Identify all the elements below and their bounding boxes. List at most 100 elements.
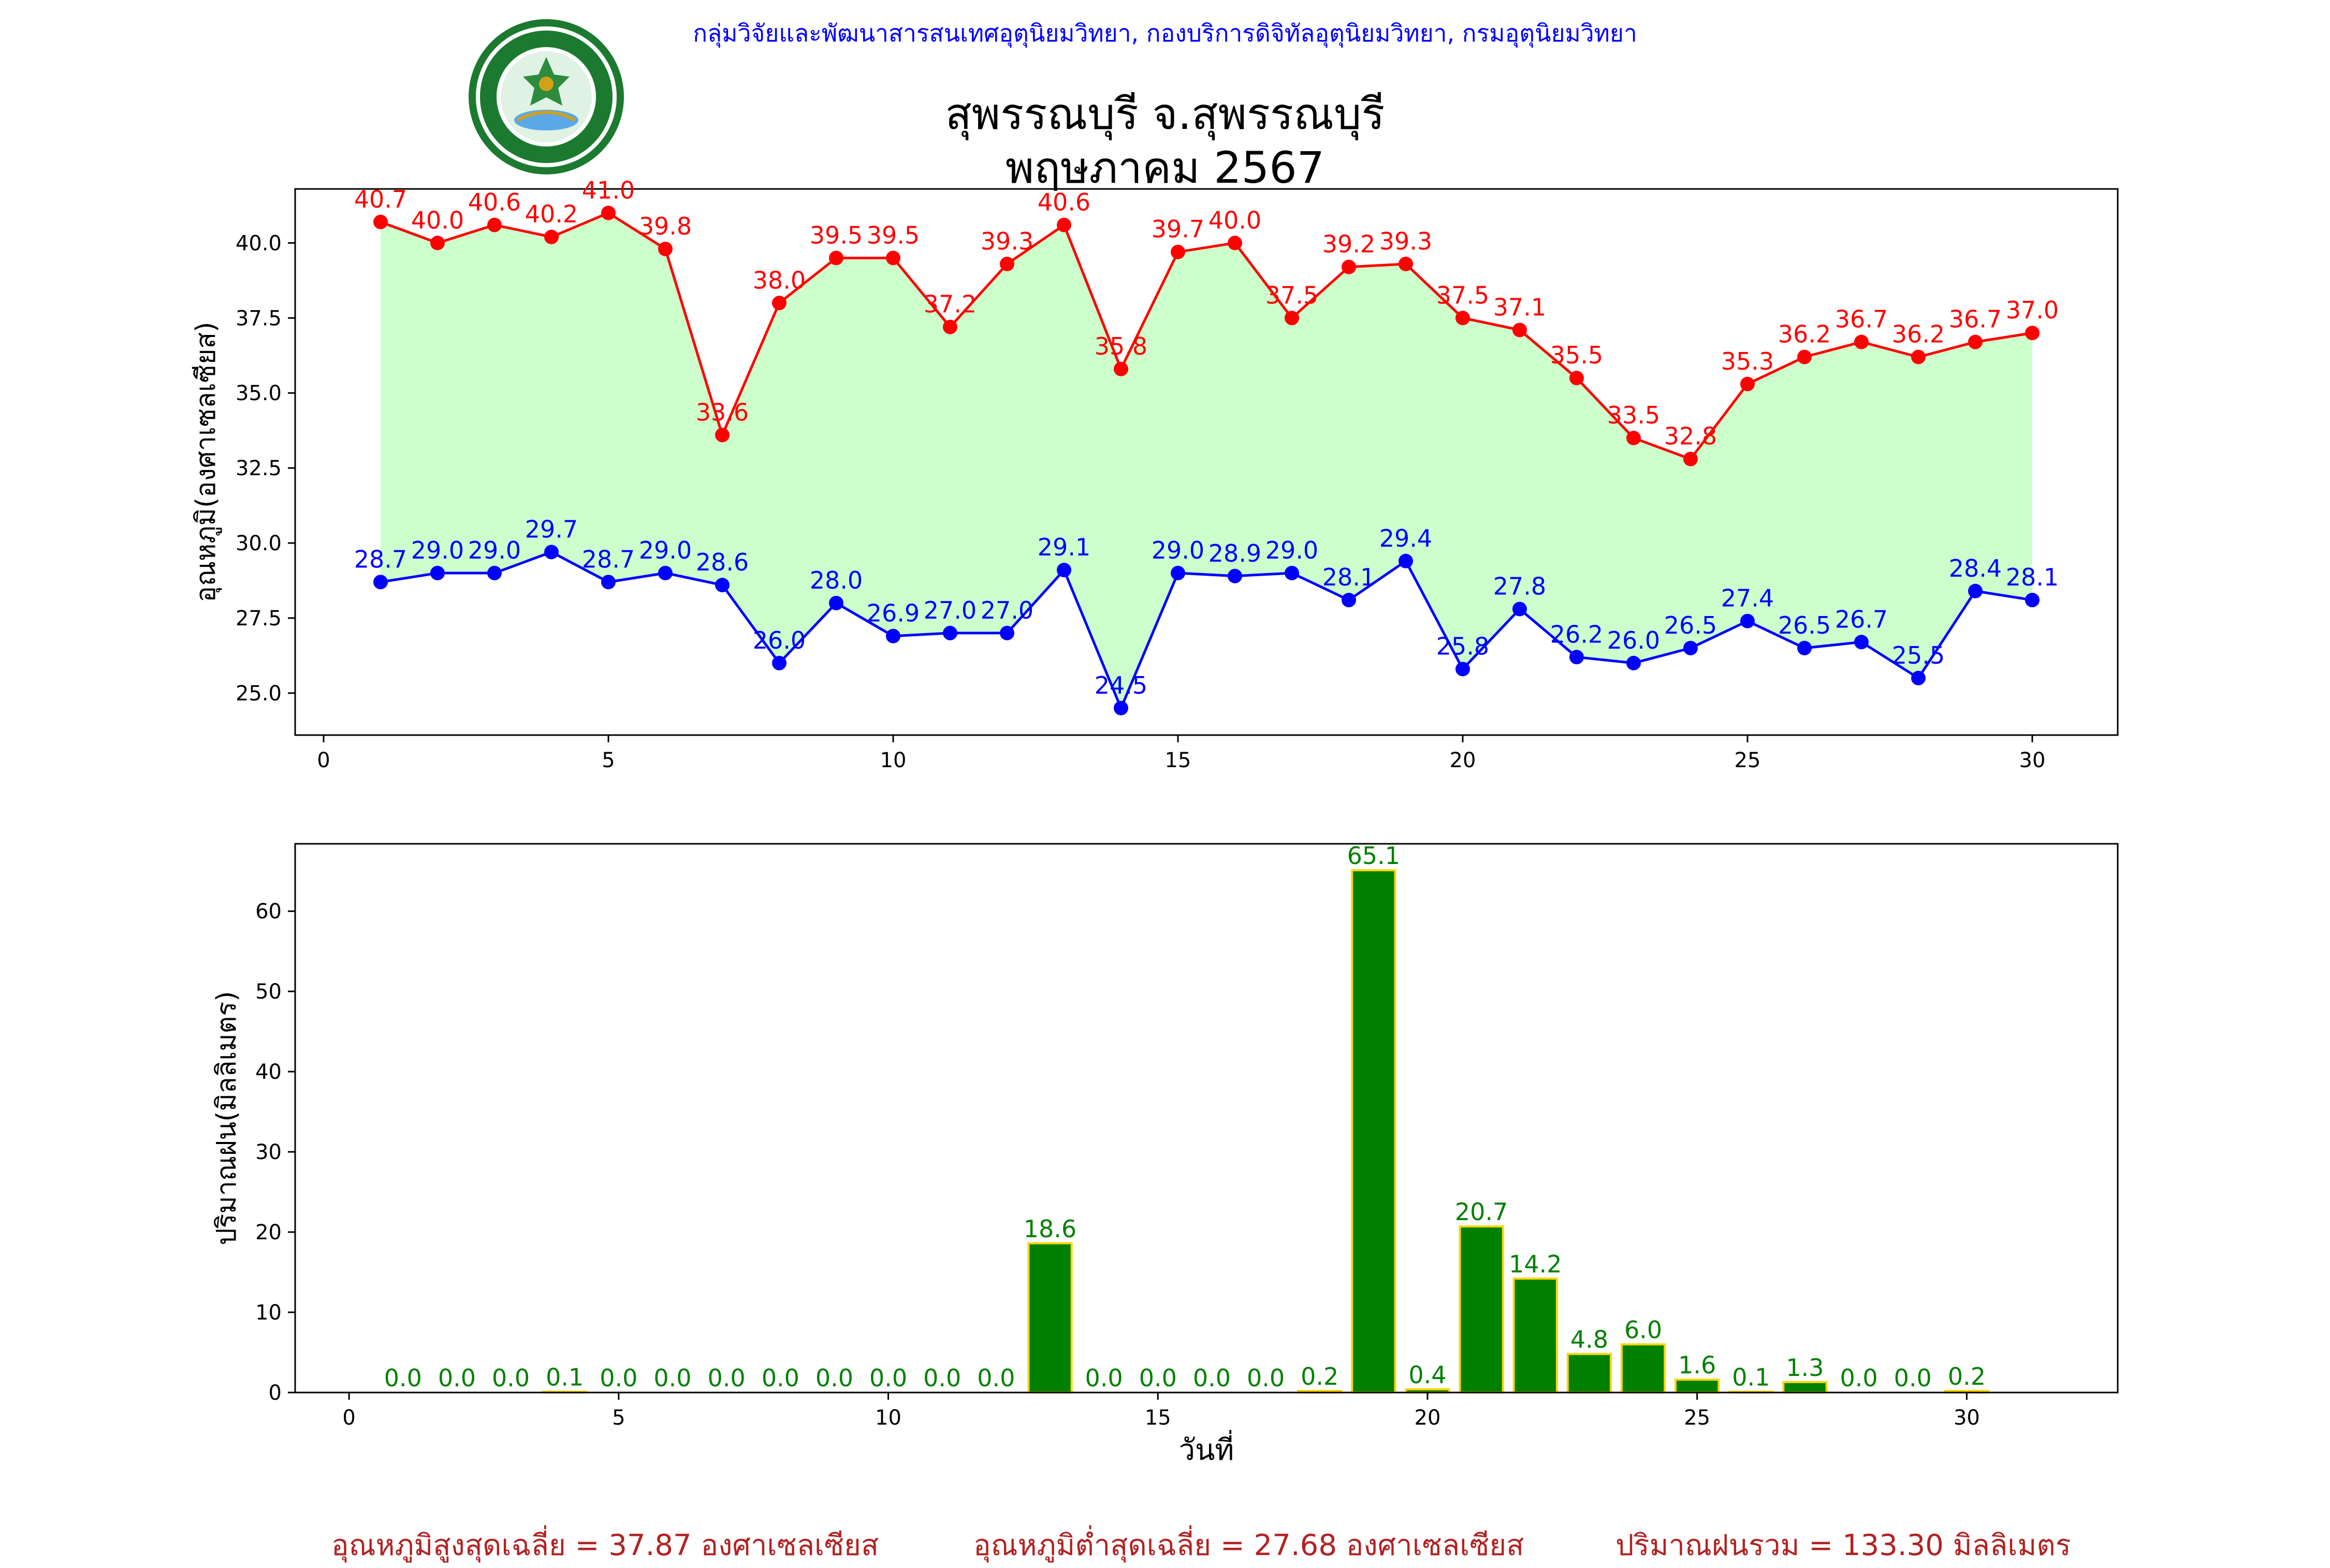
max-temperature-label: 35.3: [1721, 347, 1774, 375]
max-temperature-point: [1285, 311, 1299, 326]
min-temperature-label: 28.7: [582, 545, 635, 573]
max-temperature-point: [1626, 431, 1641, 446]
credit-line: กลุ่มวิจัยและพัฒนาสารสนเทศอุตุนิยมวิทยา,…: [693, 19, 1637, 47]
rainfall-bar: [1566, 1353, 1612, 1394]
min-temperature-point: [601, 575, 616, 590]
rainfall-label: 0.0: [438, 1364, 476, 1392]
max-temperature-label: 40.0: [411, 206, 464, 234]
rainfall-label: 65.1: [1347, 842, 1400, 870]
x-tick-label: 5: [612, 1406, 625, 1430]
rainfall-label: 0.0: [1193, 1364, 1231, 1392]
min-temperature-label: 29.4: [1379, 524, 1432, 552]
min-temperature-point: [1854, 635, 1869, 650]
min-temperature-point: [1342, 593, 1356, 608]
temperature-range-fill: [381, 213, 2032, 708]
max-temperature-point: [715, 428, 730, 443]
min-temperature-label: 24.5: [1095, 671, 1147, 699]
max-temperature-point: [886, 251, 900, 266]
min-temperature-label: 27.0: [924, 596, 977, 624]
max-temperature-label: 39.5: [867, 221, 920, 249]
y-tick-label: 30: [255, 1140, 282, 1164]
rainfall-label: 0.4: [1408, 1361, 1446, 1389]
rainfall-label: 6.0: [1624, 1316, 1662, 1344]
min-temperature-label: 29.0: [1265, 536, 1318, 564]
avg-max-temperature: อุณหภูมิสูงสุดเฉลี่ย = 37.87 องศาเซลเซีย…: [331, 1529, 879, 1562]
min-temperature-point: [715, 578, 730, 593]
x-tick-label: 0: [342, 1406, 355, 1430]
x-tick-label: 25: [1684, 1406, 1710, 1430]
min-temperature-point: [1114, 700, 1128, 715]
max-temperature-point: [1968, 334, 1983, 349]
temperature-chart: 0 5 10 15 20 25 30 25.0 27.5 30.0 32.5 35.0 37.5 40.0…: [191, 176, 2119, 772]
max-temperature-point: [1000, 256, 1014, 271]
max-temperature-label: 39.5: [810, 221, 863, 249]
min-temperature-label: 29.0: [411, 536, 464, 564]
min-temperature-point: [1399, 553, 1413, 568]
rainfall-label: 0.1: [1732, 1363, 1770, 1391]
max-temperature-point: [1740, 376, 1755, 391]
max-temperature-point: [1797, 349, 1812, 364]
rainfall-label: 0.0: [1085, 1364, 1123, 1392]
max-temperature-point: [1854, 334, 1869, 349]
min-temperature-label: 29.0: [468, 536, 521, 564]
y-tick-label: 30.0: [236, 532, 282, 555]
rainfall-bar: [1351, 869, 1396, 1394]
max-temperature-point: [1683, 451, 1698, 466]
max-temperature-point: [1114, 361, 1128, 376]
min-temperature-point: [544, 545, 559, 560]
rainfall-label: 0.0: [869, 1364, 907, 1392]
y-tick-label: 20: [255, 1221, 282, 1244]
max-temperature-label: 41.0: [582, 176, 635, 204]
min-temperature-label: 29.0: [1152, 536, 1204, 564]
max-temperature-point: [487, 217, 502, 232]
rainfall-label: 0.0: [492, 1364, 530, 1392]
max-temperature-label: 40.0: [1208, 206, 1261, 234]
max-temperature-label: 40.2: [525, 200, 578, 228]
x-tick-label: 25: [1735, 749, 1761, 772]
rainfall-label: 0.2: [1301, 1362, 1338, 1390]
min-temperature-point: [1512, 602, 1527, 617]
month-year: พฤษภาคม 2567: [1005, 142, 1325, 193]
min-temperature-label: 26.5: [1778, 611, 1831, 639]
min-temperature-point: [943, 625, 957, 640]
rainfall-plot-frame: [294, 843, 2119, 1394]
min-temperature-point: [829, 595, 843, 610]
y-tick-label: 40: [255, 1060, 282, 1084]
min-temperature-point: [1455, 662, 1470, 677]
min-temperature-point: [373, 575, 388, 590]
temperature-axis-label: อุณหภูมิ(องศาเซลเซียส): [191, 322, 222, 603]
max-temperature-label: 37.1: [1493, 293, 1546, 321]
max-temperature-point: [1455, 311, 1470, 326]
max-temperature-label: 39.3: [981, 227, 1033, 255]
min-temperature-point: [487, 565, 502, 580]
rainfall-label: 0.2: [1948, 1362, 1986, 1390]
max-temperature-label: 40.7: [354, 185, 407, 213]
min-temperature-point: [1057, 563, 1071, 578]
min-temperature-label: 25.5: [1892, 641, 1945, 669]
max-temperature-point: [1399, 256, 1413, 271]
rainfall-label: 0.0: [600, 1364, 637, 1392]
rainfall-label: 0.0: [977, 1364, 1015, 1392]
min-temperature-point: [2025, 593, 2040, 608]
rainfall-bar: [1674, 1379, 1720, 1394]
min-temperature-label: 27.8: [1493, 573, 1546, 600]
y-tick-label: 35.0: [236, 382, 282, 405]
min-temperature-point: [1911, 670, 1926, 685]
min-temperature-point: [1968, 583, 1983, 598]
max-temperature-label: 36.7: [1949, 305, 2002, 333]
max-temperature-label: 39.8: [639, 212, 692, 240]
min-temperature-label: 26.0: [753, 626, 806, 654]
min-temperature-label: 28.1: [2006, 563, 2059, 591]
rainfall-label: 0.0: [653, 1364, 691, 1392]
min-temperature-label: 29.1: [1038, 533, 1090, 561]
rainfall-label: 0.0: [816, 1364, 853, 1392]
max-temperature-point: [373, 214, 388, 229]
x-tick-label: 20: [1450, 749, 1476, 772]
x-tick-label: 20: [1415, 1406, 1441, 1430]
max-temperature-line: [380, 211, 2033, 461]
rainfall-bar: [1782, 1381, 1828, 1394]
max-temperature-label: 36.7: [1835, 305, 1888, 333]
max-temperature-point: [658, 241, 673, 256]
rainfall-label: 0.0: [1139, 1364, 1177, 1392]
min-temperature-point: [1171, 565, 1185, 580]
